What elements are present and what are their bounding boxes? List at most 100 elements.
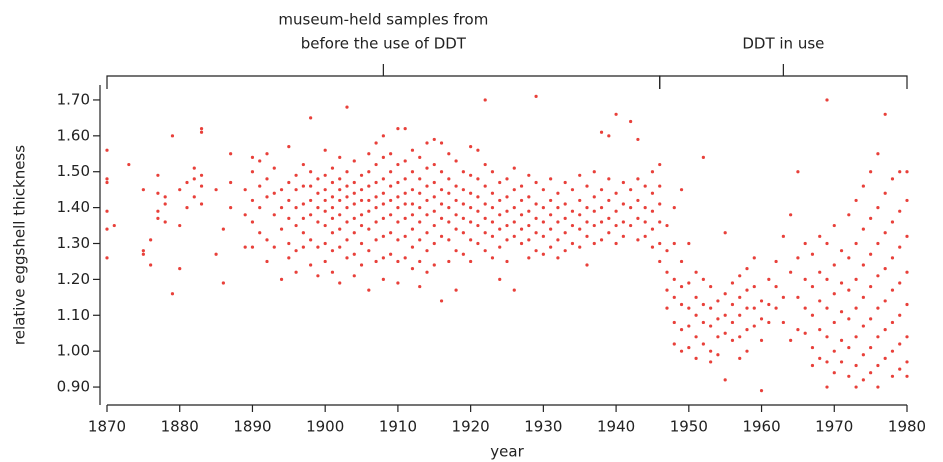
- point: [345, 105, 349, 109]
- point: [418, 191, 422, 195]
- point: [149, 238, 153, 242]
- point: [527, 209, 531, 213]
- x-tick-label: 1910: [379, 418, 417, 436]
- point: [105, 148, 109, 152]
- point: [730, 338, 735, 342]
- point: [301, 231, 305, 235]
- point: [221, 227, 225, 231]
- point: [745, 267, 749, 271]
- point: [614, 191, 618, 195]
- point: [861, 184, 865, 188]
- point: [403, 191, 407, 195]
- point: [563, 249, 567, 253]
- point: [454, 184, 458, 188]
- point: [832, 349, 836, 353]
- point: [738, 295, 742, 299]
- point: [759, 338, 764, 342]
- point: [425, 198, 429, 203]
- point: [330, 166, 335, 170]
- point: [425, 166, 429, 170]
- point: [338, 155, 342, 159]
- annotation: DDT in use: [742, 35, 824, 53]
- point: [447, 206, 451, 210]
- point: [105, 209, 109, 213]
- point: [330, 270, 335, 274]
- point: [330, 206, 335, 210]
- point: [869, 317, 873, 321]
- point: [258, 159, 262, 163]
- point: [359, 263, 364, 267]
- point: [905, 198, 909, 203]
- point: [389, 252, 393, 256]
- point: [141, 188, 145, 192]
- point: [723, 231, 727, 235]
- point: [869, 170, 873, 174]
- point: [898, 209, 902, 213]
- point: [476, 209, 480, 213]
- point: [294, 206, 298, 210]
- point: [752, 284, 756, 289]
- point: [323, 198, 327, 203]
- point: [672, 277, 676, 281]
- point: [389, 170, 393, 174]
- point: [105, 227, 109, 231]
- point: [774, 259, 778, 264]
- point: [418, 220, 422, 224]
- point: [425, 249, 429, 253]
- point: [534, 180, 538, 185]
- point: [694, 295, 698, 299]
- point: [578, 213, 582, 217]
- point: [352, 274, 356, 278]
- point: [367, 288, 371, 292]
- point: [869, 371, 873, 375]
- point: [461, 202, 465, 206]
- point: [825, 360, 829, 364]
- point: [410, 202, 415, 206]
- y-tick-label: 1.40: [57, 198, 90, 216]
- point: [883, 231, 887, 235]
- point: [890, 220, 895, 224]
- point: [250, 245, 255, 249]
- point: [410, 267, 415, 271]
- point: [316, 245, 320, 249]
- point: [723, 331, 727, 335]
- point: [359, 188, 364, 192]
- point: [854, 385, 858, 389]
- point: [890, 288, 895, 292]
- point: [410, 148, 415, 152]
- point: [665, 306, 669, 310]
- point: [636, 177, 640, 181]
- point: [694, 356, 698, 360]
- point: [672, 206, 676, 210]
- point: [541, 252, 545, 256]
- point: [323, 209, 327, 213]
- point: [534, 249, 538, 253]
- point: [694, 313, 698, 317]
- point: [469, 206, 473, 210]
- point: [316, 191, 320, 195]
- point: [687, 306, 691, 310]
- point: [316, 274, 320, 278]
- point: [483, 202, 487, 206]
- point: [447, 191, 451, 195]
- point: [890, 256, 895, 260]
- point: [330, 216, 335, 220]
- point: [832, 263, 836, 267]
- point: [345, 238, 349, 242]
- point: [854, 241, 858, 246]
- point: [614, 223, 618, 228]
- point: [309, 238, 313, 242]
- point: [745, 328, 749, 332]
- point: [309, 170, 313, 174]
- point: [469, 220, 473, 224]
- point: [869, 284, 873, 289]
- point: [810, 313, 815, 317]
- point: [767, 277, 771, 281]
- point: [534, 202, 538, 206]
- point: [650, 170, 655, 174]
- point: [679, 259, 684, 264]
- point: [490, 170, 495, 174]
- point: [243, 245, 247, 249]
- point: [410, 227, 415, 231]
- point: [432, 137, 436, 142]
